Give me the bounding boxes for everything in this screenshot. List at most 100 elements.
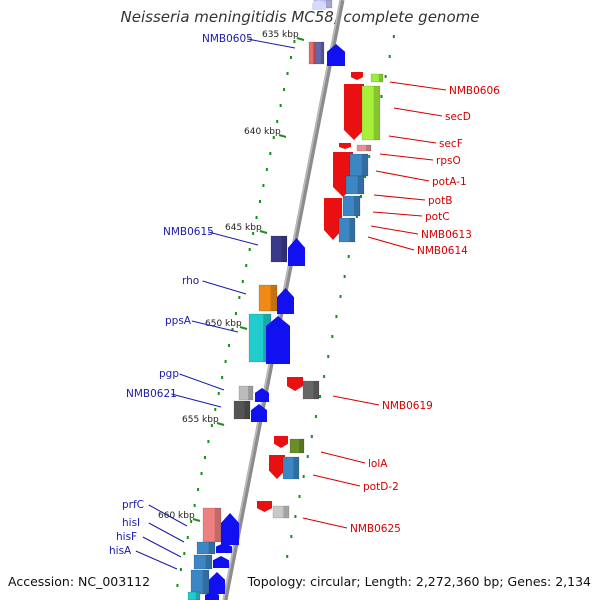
leader-line — [179, 373, 225, 391]
scale-dot — [241, 280, 244, 283]
scale-dot — [327, 355, 330, 358]
leader-line — [171, 393, 222, 408]
gene-box-shade — [378, 74, 383, 82]
reverse-gene-arrow — [257, 501, 272, 512]
scale-dot — [238, 296, 241, 299]
gene-label-text: potC — [425, 211, 450, 223]
leader-line — [247, 38, 296, 49]
forward-gene-arrow — [288, 238, 305, 266]
scale-dot — [217, 392, 220, 395]
scale-dot — [388, 55, 391, 58]
scale-dot — [368, 155, 371, 158]
reverse-gene-arrow — [339, 143, 351, 149]
gene-box-shade — [281, 236, 287, 262]
gene-label-text: NMB0614 — [417, 245, 468, 257]
topology-text: Topology: circular; Length: 2,272,360 bp… — [247, 574, 591, 589]
gene-box — [187, 591, 201, 600]
gene-box — [361, 85, 381, 141]
leader-line — [202, 280, 247, 295]
forward-gene-arrow — [312, 0, 326, 10]
gene-label-text: NMB0619 — [382, 400, 433, 412]
gene-label-rpso: rpsO — [379, 153, 461, 167]
gene-label-potb: potB — [373, 194, 452, 207]
gene-label-text: ppsA — [165, 315, 192, 327]
kbp-label: 645 kbp — [225, 223, 262, 233]
gene-box — [238, 385, 254, 401]
kbp-tick — [192, 518, 201, 522]
gene-box-shade — [354, 196, 360, 216]
leader-line — [375, 170, 430, 182]
scale-dot — [248, 248, 251, 251]
scale-dot — [276, 120, 279, 123]
scale-dot — [252, 232, 255, 235]
gene-label-nmb0619: NMB0619 — [332, 395, 433, 412]
gene-label-text: NMB0615 — [163, 226, 214, 238]
scale-dot — [306, 455, 309, 458]
kbp-tick — [296, 37, 305, 41]
gene-box — [289, 438, 305, 454]
scale-dot — [339, 295, 342, 298]
leader-line — [379, 153, 434, 161]
gene-label-text: pgp — [159, 368, 179, 380]
gene-box-shade — [248, 386, 253, 400]
gene-box — [282, 456, 300, 480]
gene-box-shade — [373, 86, 380, 140]
kbp-marker: 660 kbp — [158, 511, 201, 522]
gene-box — [272, 505, 290, 519]
scale-dot — [323, 375, 326, 378]
scale-dot — [392, 35, 395, 38]
reverse-gene-arrow — [269, 455, 285, 479]
gene-box — [342, 195, 361, 217]
gene-label-nmb0621: NMB0621 — [126, 388, 222, 408]
leader-line — [320, 451, 366, 464]
gene-box — [302, 380, 320, 400]
gene-label-text: prfC — [122, 499, 144, 511]
gene-label-lola: lolA — [320, 451, 388, 470]
gene-label-rho: rho — [182, 275, 247, 295]
forward-gene-arrow — [327, 44, 345, 66]
scale-dot — [272, 136, 275, 139]
reverse-gene-arrow — [287, 377, 303, 391]
gene-label-text: rho — [182, 275, 199, 287]
leader-line — [142, 536, 182, 558]
scale-dot — [203, 456, 206, 459]
kbp-tick — [216, 422, 225, 426]
leader-line — [393, 107, 443, 117]
gene-label-text: hisI — [122, 517, 140, 529]
scale-dot — [190, 520, 193, 523]
forward-gene-arrow — [277, 288, 294, 314]
gene-box-shade — [244, 401, 250, 419]
scale-dot — [197, 488, 200, 491]
scale-dot — [289, 56, 292, 59]
gene-label-hisi: hisI — [122, 517, 185, 543]
scale-dot — [286, 555, 289, 558]
scale-dot — [210, 424, 213, 427]
reverse-gene-arrow — [274, 436, 288, 448]
gene-label-nmb0615: NMB0615 — [163, 226, 259, 246]
scale-dot — [279, 104, 282, 107]
kbp-marker: 645 kbp — [225, 223, 268, 234]
scale-dot — [200, 472, 203, 475]
gene-label-text: hisA — [109, 545, 132, 557]
forward-gene-arrow — [213, 556, 229, 568]
kbp-label: 650 kbp — [205, 319, 242, 329]
leader-line — [332, 395, 380, 406]
gene-box — [338, 217, 356, 243]
scale-dot — [286, 72, 289, 75]
gene-box — [345, 175, 365, 195]
gene-box-shade — [205, 555, 212, 569]
gene-label-nmb0613: NMB0613 — [370, 225, 472, 241]
scale-dot — [319, 395, 322, 398]
gene-label-potd-2: potD-2 — [312, 474, 399, 493]
gene-box-shade — [208, 542, 215, 554]
scale-dot — [179, 568, 182, 571]
scale-dot — [183, 552, 186, 555]
leader-line — [148, 504, 188, 527]
leader-line — [373, 194, 426, 201]
scale-dot — [380, 95, 383, 98]
gene-box-shade — [357, 176, 364, 194]
scale-dot — [302, 475, 305, 478]
scale-dot — [298, 495, 301, 498]
